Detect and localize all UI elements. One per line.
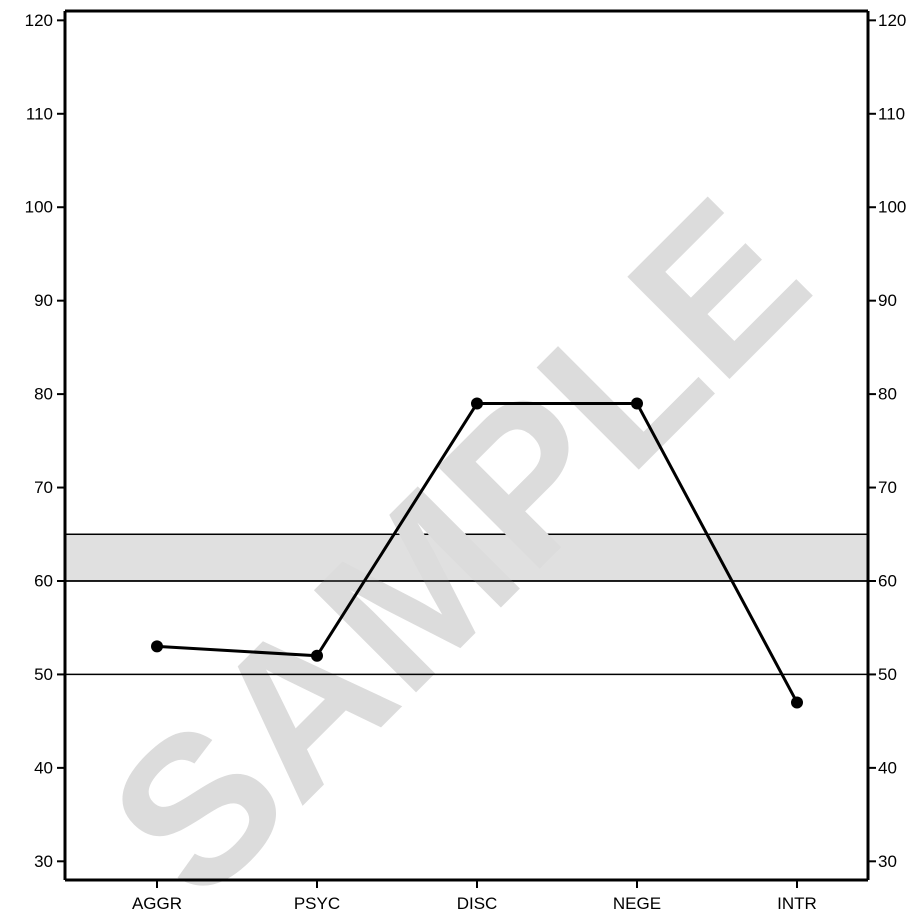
y-tick-label-left: 60 xyxy=(34,571,53,590)
axes: 30 30 40 40 50 50 60 60 70 70 80 80 90 90 100 100 110 110… xyxy=(25,9,906,913)
y-tick-label-right: 120 xyxy=(878,11,906,30)
y-tick-label-right: 70 xyxy=(878,478,897,497)
x-tick-label: DISC xyxy=(457,894,498,913)
data-point xyxy=(471,397,483,410)
data-point xyxy=(311,649,323,662)
y-tick-label-left: 50 xyxy=(34,665,53,684)
y-tick-label-right: 100 xyxy=(878,198,906,217)
y-tick-label-right: 60 xyxy=(878,571,897,590)
y-tick-label-left: 100 xyxy=(25,198,53,217)
y-tick-label-left: 40 xyxy=(34,758,53,777)
band-layer xyxy=(64,533,869,582)
shaded-band xyxy=(64,533,869,582)
y-tick-label-right: 30 xyxy=(878,852,897,871)
x-tick-label: INTR xyxy=(777,894,817,913)
y-tick-label-left: 110 xyxy=(26,104,53,123)
y-tick-label-left: 30 xyxy=(34,852,53,871)
y-tick-label-right: 90 xyxy=(878,291,897,310)
x-tick-label: AGGR xyxy=(132,894,182,913)
y-tick-label-left: 90 xyxy=(34,291,53,310)
y-tick-label-right: 110 xyxy=(878,104,905,123)
y-tick-label-right: 50 xyxy=(878,665,897,684)
y-tick-label-left: 70 xyxy=(34,478,53,497)
data-point xyxy=(151,640,163,653)
y-tick-label-right: 40 xyxy=(878,758,897,777)
data-point xyxy=(631,397,643,410)
y-tick-label-right: 80 xyxy=(878,385,897,404)
y-tick-label-left: 120 xyxy=(25,11,53,30)
data-point xyxy=(791,696,803,709)
x-tick-label: PSYC xyxy=(294,894,340,913)
series-layer xyxy=(151,397,803,709)
x-tick-label: NEGE xyxy=(613,894,661,913)
y-tick-label-left: 80 xyxy=(34,385,53,404)
reference-lines xyxy=(65,580,868,676)
